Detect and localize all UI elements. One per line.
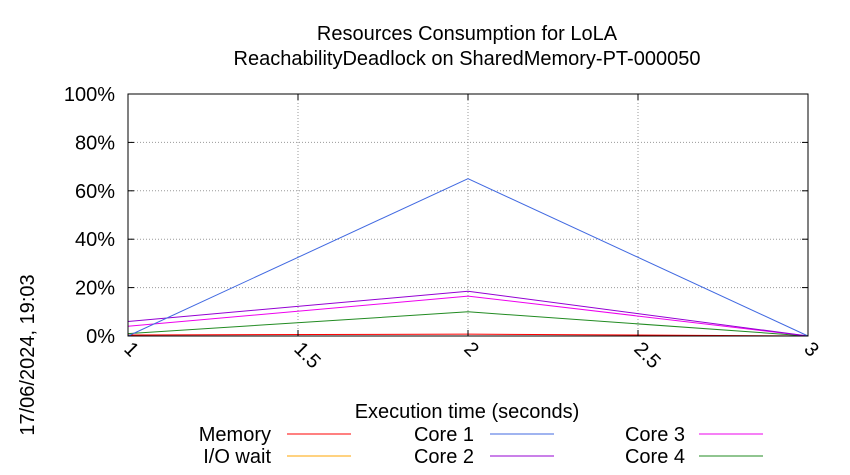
y-tick-label: 80% bbox=[75, 132, 115, 154]
x-tick-label: 2 bbox=[459, 338, 482, 361]
chart-title-line1: Resources Consumption for LoLA bbox=[317, 23, 618, 45]
grid-lines bbox=[128, 94, 808, 336]
legend-item: Core 3 bbox=[625, 424, 763, 446]
x-tick-label: 1 bbox=[119, 338, 142, 361]
y-tick-label: 0% bbox=[86, 326, 115, 348]
x-tick-label: 2.5 bbox=[629, 338, 664, 373]
legend-label: I/O wait bbox=[203, 446, 271, 468]
series-line-core-2 bbox=[127, 290, 809, 337]
legend-item: I/O wait bbox=[203, 446, 351, 468]
y-tick-label: 20% bbox=[75, 278, 115, 300]
y-tick-label: 40% bbox=[75, 229, 115, 251]
legend-label: Core 1 bbox=[414, 424, 474, 446]
legend-label: Core 2 bbox=[414, 446, 474, 468]
y-tick-label: 100% bbox=[64, 84, 115, 106]
legend-label: Memory bbox=[199, 424, 271, 446]
legend-label: Core 3 bbox=[625, 424, 685, 446]
y-axis-ticks: 0% 20% 40% 60% 80% 100% bbox=[64, 84, 808, 348]
legend-item: Memory bbox=[199, 424, 351, 446]
legend-label: Core 4 bbox=[625, 446, 685, 468]
series-line-core-1 bbox=[127, 178, 809, 337]
x-tick-label: 3 bbox=[799, 338, 822, 361]
x-axis-label: Execution time (seconds) bbox=[355, 401, 580, 423]
series-line-core-4 bbox=[127, 311, 809, 337]
y-tick-label: 60% bbox=[75, 181, 115, 203]
series-line-core-3 bbox=[127, 295, 809, 337]
legend-item: Core 2 bbox=[414, 446, 554, 468]
timestamp-label: 17/06/2024, 19:03 bbox=[17, 274, 39, 435]
chart-title-line2: ReachabilityDeadlock on SharedMemory-PT-… bbox=[234, 48, 701, 70]
x-axis-ticks: 1 1.5 2 2.5 3 bbox=[119, 94, 823, 373]
x-tick-label: 1.5 bbox=[289, 338, 324, 373]
legend-item: Core 4 bbox=[625, 446, 763, 468]
legend-item: Core 1 bbox=[414, 424, 554, 446]
